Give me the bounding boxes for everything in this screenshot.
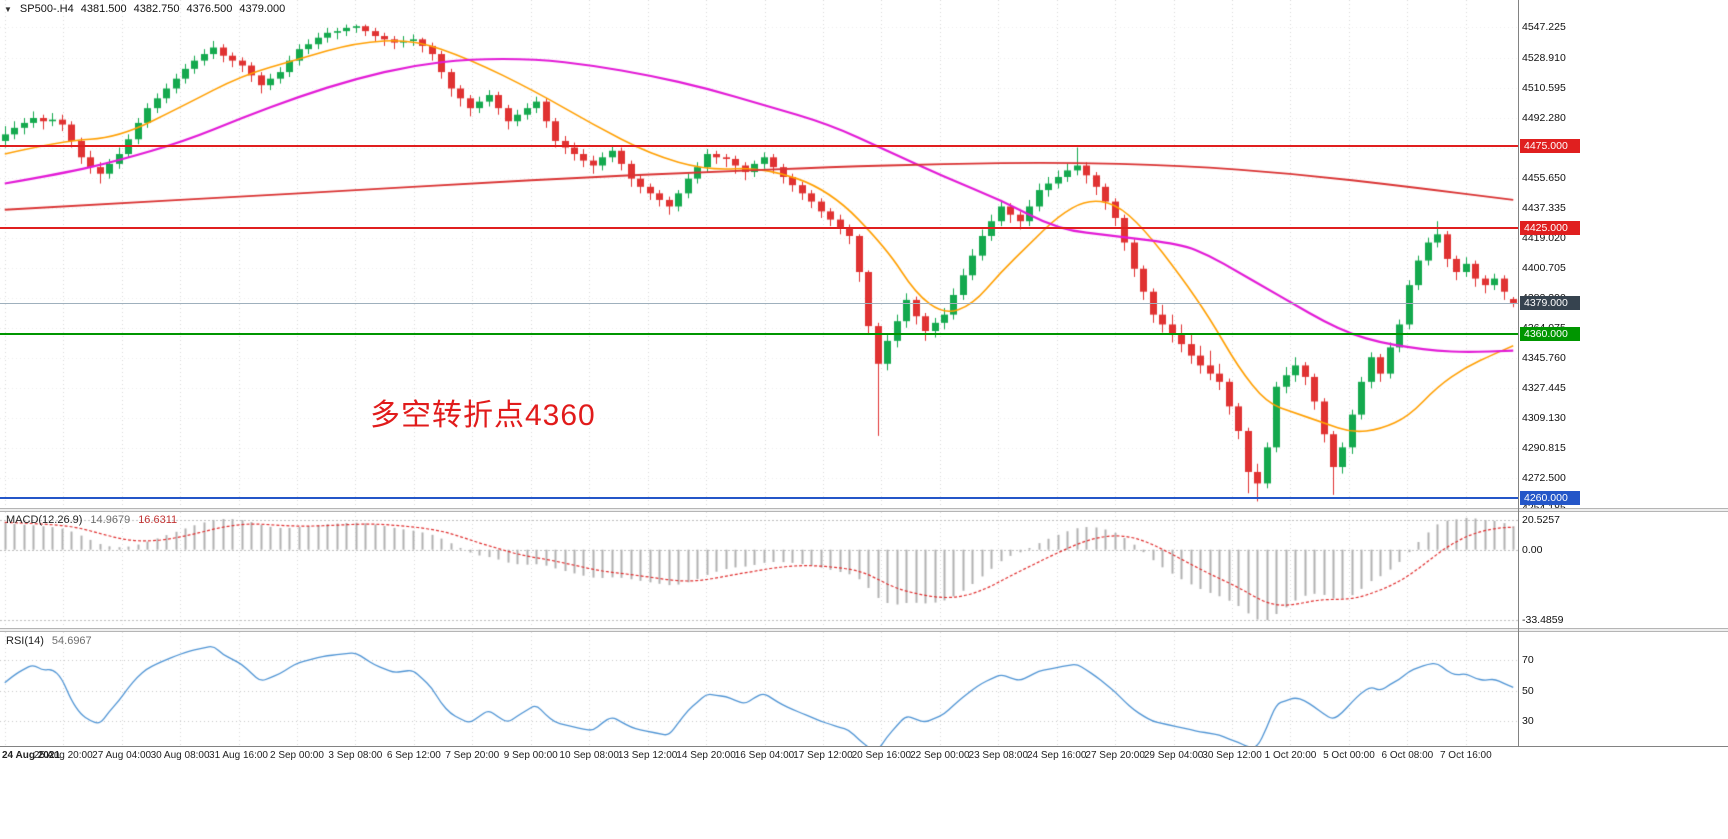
price-tick-label: 4437.335 [1522, 201, 1566, 214]
macd-label: MACD(12.26.9) 14.9679 16.6311 [6, 514, 177, 526]
macd-axis-min: -33.4859 [1522, 614, 1564, 626]
time-tick-label: 7 Oct 16:00 [1439, 750, 1492, 761]
price-tick-label: 4272.500 [1522, 471, 1566, 484]
time-tick-label: 7 Sep 20:00 [445, 750, 500, 761]
price-tag-bid: 4379.000 [1520, 296, 1580, 311]
time-tick-label: 30 Sep 12:00 [1202, 750, 1262, 761]
macd-main-value: 14.9679 [90, 514, 131, 526]
macd-title: MACD(12.26.9) [6, 514, 83, 526]
time-tick-label: 17 Sep 12:00 [793, 750, 853, 761]
time-tick-label: 23 Sep 08:00 [968, 750, 1029, 761]
rsi-canvas[interactable] [0, 632, 1518, 746]
time-tick-label: 6 Sep 12:00 [386, 750, 441, 761]
panel-separator-rsi[interactable] [0, 628, 1728, 632]
price-line-4425[interactable] [0, 226, 1518, 229]
time-axis-border [0, 746, 1728, 747]
time-tick-label: 22 Sep 00:00 [910, 750, 970, 761]
symbol-period-label: SP500-.H4 [19, 3, 74, 15]
ohlc-open: 4381.500 [80, 3, 127, 15]
macd-signal-value: 16.6311 [138, 514, 178, 526]
price-tick-label: 4510.595 [1522, 81, 1566, 94]
time-tick-label: 10 Sep 08:00 [559, 750, 619, 761]
price-chart-canvas[interactable] [0, 0, 1518, 508]
time-tick-label: 31 Aug 16:00 [209, 750, 268, 761]
time-tick-label: 24 Aug 2021 [2, 750, 60, 761]
rsi-label: RSI(14) 54.6967 [6, 635, 92, 647]
rsi-level-label: 70 [1522, 653, 1534, 666]
price-tick-label: 4327.445 [1522, 381, 1566, 394]
time-tick-label: 29 Sep 04:00 [1143, 750, 1204, 761]
ohlc-low: 4376.500 [186, 3, 233, 15]
rsi-title: RSI(14) [6, 635, 44, 647]
price-line-bid[interactable] [0, 302, 1518, 304]
price-tick-label: 4345.760 [1522, 351, 1566, 364]
time-tick-label: 3 Sep 08:00 [328, 750, 383, 761]
time-tick-label: 25 Aug 20:00 [33, 750, 93, 761]
time-tick-label: 30 Aug 08:00 [150, 750, 210, 761]
chart-header: ▼ SP500-.H4 4381.500 4382.750 4376.500 4… [4, 3, 285, 15]
time-tick-label: 14 Sep 20:00 [676, 750, 736, 761]
price-tick-label: 4290.815 [1522, 441, 1566, 454]
price-tag-4475: 4475.000 [1520, 138, 1580, 153]
panel-separator-macd[interactable] [0, 508, 1728, 512]
price-tag-4360: 4360.000 [1520, 327, 1580, 342]
time-tick-label: 16 Sep 04:00 [734, 750, 795, 761]
rsi-level-label: 50 [1522, 684, 1534, 697]
price-line-4360[interactable] [0, 333, 1518, 336]
price-tick-label: 4455.650 [1522, 171, 1566, 184]
ohlc-high: 4382.750 [133, 3, 180, 15]
time-tick-label: 27 Sep 20:00 [1085, 750, 1145, 761]
time-tick-label: 1 Oct 20:00 [1264, 750, 1317, 761]
rsi-level-label: 30 [1522, 715, 1534, 728]
time-tick-label: 5 Oct 00:00 [1323, 750, 1375, 761]
collapse-chart-icon[interactable]: ▼ [4, 4, 12, 14]
macd-canvas[interactable] [0, 512, 1518, 628]
time-tick-label: 24 Sep 16:00 [1026, 750, 1087, 761]
price-axis-border [1518, 0, 1519, 746]
time-tick-label: 9 Sep 00:00 [503, 750, 558, 761]
time-tick-label: 6 Oct 08:00 [1381, 750, 1434, 761]
price-tick-label: 4528.910 [1522, 51, 1566, 64]
rsi-value: 54.6967 [51, 635, 92, 647]
price-tag-4260: 4260.000 [1520, 491, 1580, 506]
time-tick-label: 2 Sep 00:00 [269, 750, 324, 761]
chart-annotation-text[interactable]: 多空转折点4360 [370, 399, 596, 432]
macd-axis-max: 20.5257 [1522, 514, 1560, 526]
macd-axis-zero: 0.00 [1522, 543, 1543, 556]
price-line-4260[interactable] [0, 497, 1518, 500]
price-tick-label: 4492.280 [1522, 111, 1566, 124]
time-tick-label: 27 Aug 04:00 [92, 750, 152, 761]
price-tick-label: 4547.225 [1522, 21, 1566, 34]
price-tag-4425: 4425.000 [1520, 220, 1580, 235]
price-tick-label: 4309.130 [1522, 411, 1566, 424]
price-line-4475[interactable] [0, 144, 1518, 147]
price-tick-label: 4400.705 [1522, 261, 1566, 274]
ohlc-close: 4379.000 [239, 3, 286, 15]
time-tick-label: 20 Sep 16:00 [851, 750, 912, 761]
time-tick-label: 13 Sep 12:00 [617, 750, 678, 761]
